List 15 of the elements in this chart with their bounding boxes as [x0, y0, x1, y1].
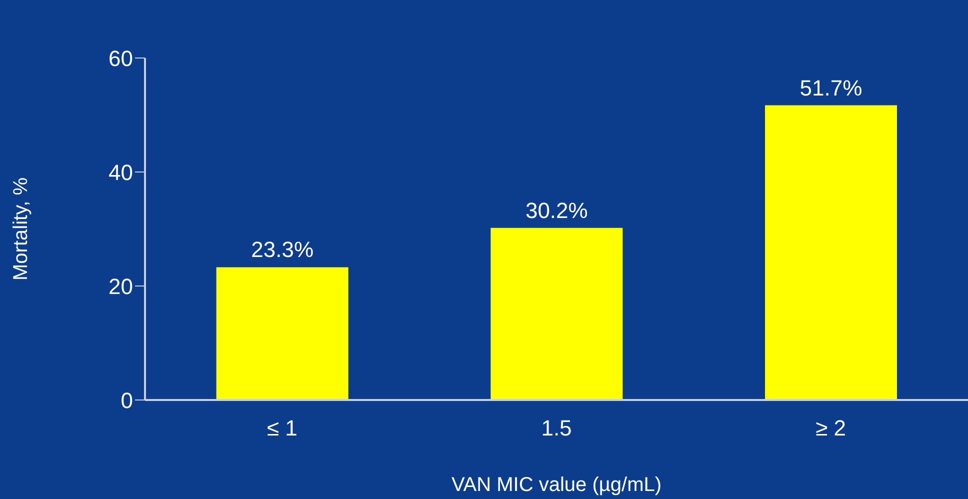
bar [764, 105, 897, 400]
y-axis-title: Mortality, % [10, 177, 32, 280]
y-tick-label: 20 [108, 274, 133, 299]
data-label: 30.2% [525, 198, 588, 223]
y-tick-label: 40 [108, 160, 133, 185]
x-axis-title: VAN MIC value (µg/mL) [451, 474, 662, 496]
x-tick-label: 1.5 [541, 416, 572, 441]
data-label: 23.3% [251, 237, 314, 262]
x-tick-label: ≥ 2 [816, 416, 846, 441]
bar [490, 228, 623, 400]
x-tick-label: ≤ 1 [266, 416, 298, 441]
y-tick-label: 0 [120, 388, 133, 413]
data-label: 51.7% [800, 75, 862, 100]
bar [216, 267, 348, 400]
y-tick-label: 60 [108, 46, 133, 71]
